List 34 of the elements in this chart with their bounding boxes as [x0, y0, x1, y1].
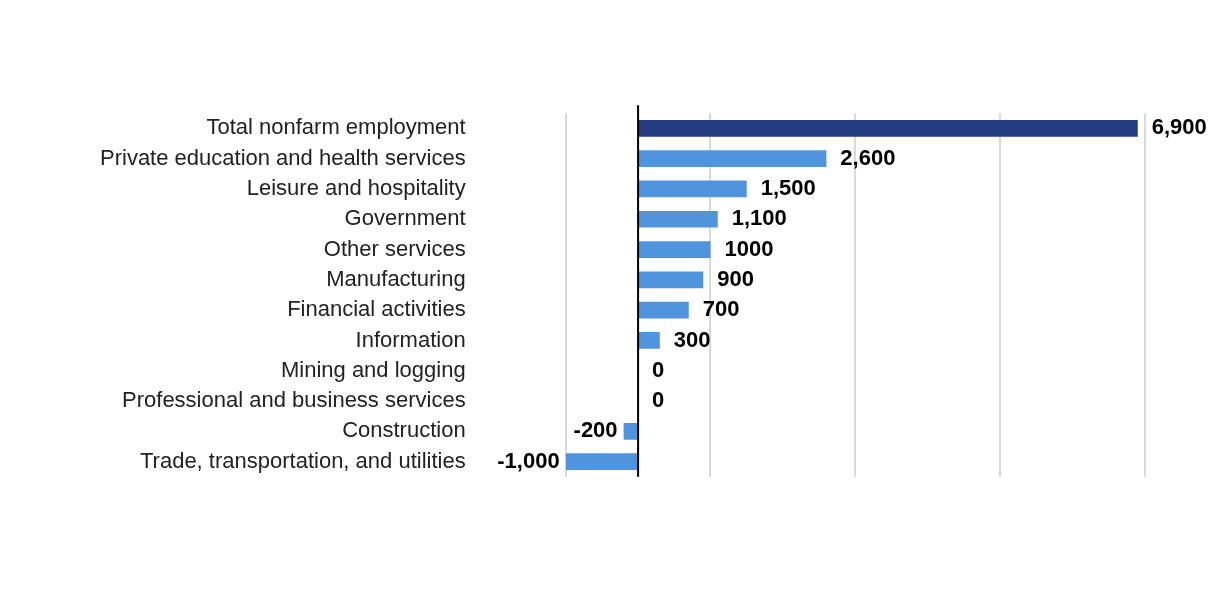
- data-label: 6,900: [1151, 114, 1207, 140]
- y-tick-label: Other services: [323, 235, 466, 261]
- bar: [638, 332, 660, 349]
- data-label: -1,000: [497, 447, 560, 473]
- data-label: -200: [573, 417, 618, 443]
- y-tick-label: Trade, transportation, and utilities: [139, 447, 466, 473]
- y-tick-label: Leisure and hospitality: [246, 175, 466, 201]
- data-label: 300: [673, 326, 711, 352]
- bar: [638, 150, 827, 167]
- bar: [638, 210, 718, 228]
- bar: [638, 271, 704, 289]
- data-label: 1000: [724, 235, 774, 261]
- data-label: 700: [702, 296, 740, 322]
- data-label: 2,600: [840, 144, 896, 170]
- bar: [638, 241, 711, 258]
- data-label: 0: [652, 356, 665, 382]
- data-label: 1,100: [731, 205, 787, 231]
- y-tick-label: Professional and business services: [122, 387, 466, 413]
- data-label: 1,500: [760, 175, 816, 201]
- y-tick-label: Construction: [342, 417, 466, 443]
- data-label: 900: [717, 265, 754, 291]
- y-tick-label: Total nonfarm employment: [206, 114, 466, 140]
- y-tick-label: Mining and logging: [280, 356, 466, 382]
- bar: [638, 301, 689, 319]
- y-tick-label: Financial activities: [287, 296, 466, 322]
- y-tick-label: Government: [344, 205, 466, 231]
- bar: [638, 120, 1138, 137]
- bar: [623, 423, 639, 440]
- y-tick-label: Manufacturing: [326, 265, 466, 291]
- bar: [638, 180, 747, 198]
- y-tick-label: Information: [355, 326, 466, 352]
- data-label: 0: [652, 387, 665, 413]
- y-tick-label: Private education and health services: [99, 144, 466, 170]
- bar: [565, 453, 639, 470]
